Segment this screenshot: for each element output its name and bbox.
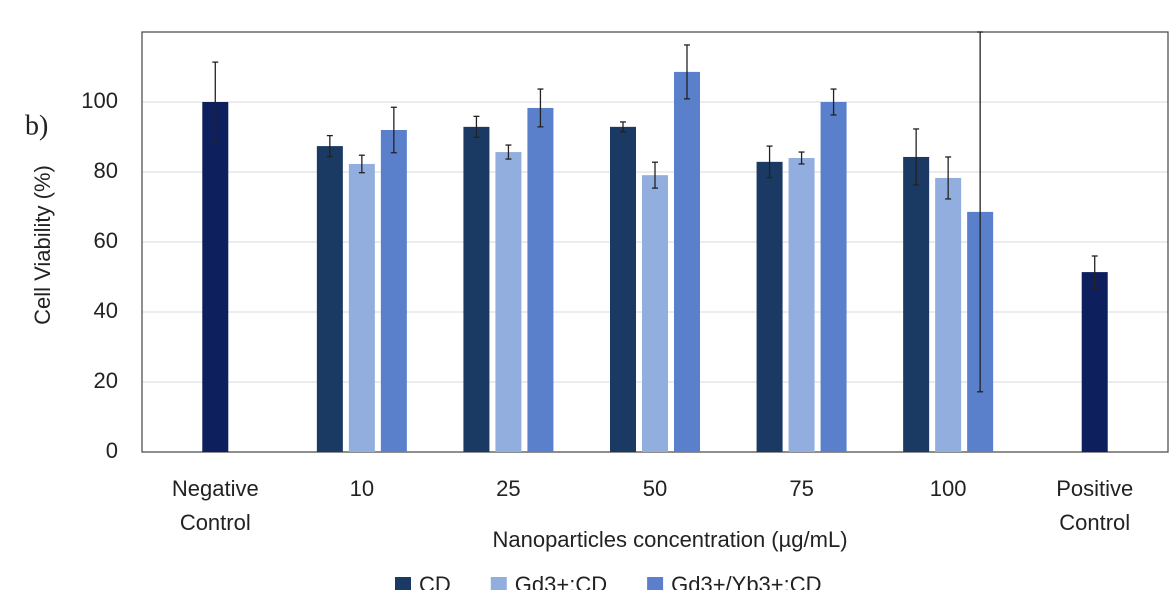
error-bar: [620, 121, 626, 133]
y-tick-label: 100: [81, 88, 118, 113]
bar: [674, 71, 700, 453]
bar: [1081, 272, 1108, 452]
error-bar: [326, 134, 333, 158]
x-tick-label: 25: [496, 476, 520, 501]
error-bar: [913, 128, 920, 186]
bar: [903, 156, 930, 452]
legend-swatch: [395, 577, 411, 590]
bar: [642, 175, 668, 452]
error-bar: [684, 44, 690, 100]
x-tick-label: 50: [643, 476, 667, 501]
legend-swatch: [647, 577, 664, 590]
bar: [463, 126, 490, 452]
legend-label: Gd3+:CD: [515, 572, 607, 590]
x-tick-label: Positive Control: [1056, 476, 1133, 535]
y-tick-label: 0: [106, 438, 118, 463]
legend-label: CD: [419, 572, 451, 590]
bar: [610, 126, 636, 452]
x-tick-label: 75: [789, 476, 813, 501]
y-tick-label: 20: [94, 368, 118, 393]
panel-label: b): [25, 110, 48, 141]
error-bar: [798, 151, 805, 165]
legend-label: Gd3+/Yb3+:CD: [671, 572, 821, 590]
bar: [202, 102, 229, 452]
x-tick-label-line: Control: [1059, 510, 1130, 535]
y-tick-label: 80: [94, 158, 118, 183]
bar: [527, 107, 554, 452]
error-bar: [945, 156, 952, 200]
bar: [788, 158, 815, 452]
bar: [756, 161, 783, 452]
x-tick-label: Negative Control: [172, 476, 259, 535]
x-tick-label: 100: [930, 476, 967, 501]
error-bar: [652, 161, 658, 189]
error-bar: [473, 115, 480, 139]
y-axis-label: Cell Viability (%): [30, 165, 55, 325]
x-axis-label: Nanoparticles concentration (µg/mL): [492, 527, 847, 552]
y-tick-label: 60: [94, 228, 118, 253]
error-bar: [766, 145, 773, 179]
y-tick-label: 40: [94, 298, 118, 323]
x-tick-label-line: Positive: [1056, 476, 1133, 501]
bar: [348, 163, 375, 452]
error-bar: [212, 61, 219, 143]
error-bar: [1091, 255, 1098, 289]
x-tick-label-line: Negative: [172, 476, 259, 501]
bar: [316, 146, 343, 452]
bar: [380, 130, 407, 452]
error-bar: [358, 154, 365, 174]
bar: [495, 152, 522, 453]
error-bar: [390, 106, 397, 154]
bar: [820, 102, 847, 452]
error-bar: [977, 31, 984, 393]
x-tick-label-line: Control: [180, 510, 251, 535]
error-bar: [830, 88, 837, 116]
x-tick-label: 10: [350, 476, 374, 501]
legend-swatch: [490, 577, 507, 590]
error-bar: [505, 144, 512, 160]
error-bar: [537, 88, 544, 128]
bar: [935, 177, 962, 452]
